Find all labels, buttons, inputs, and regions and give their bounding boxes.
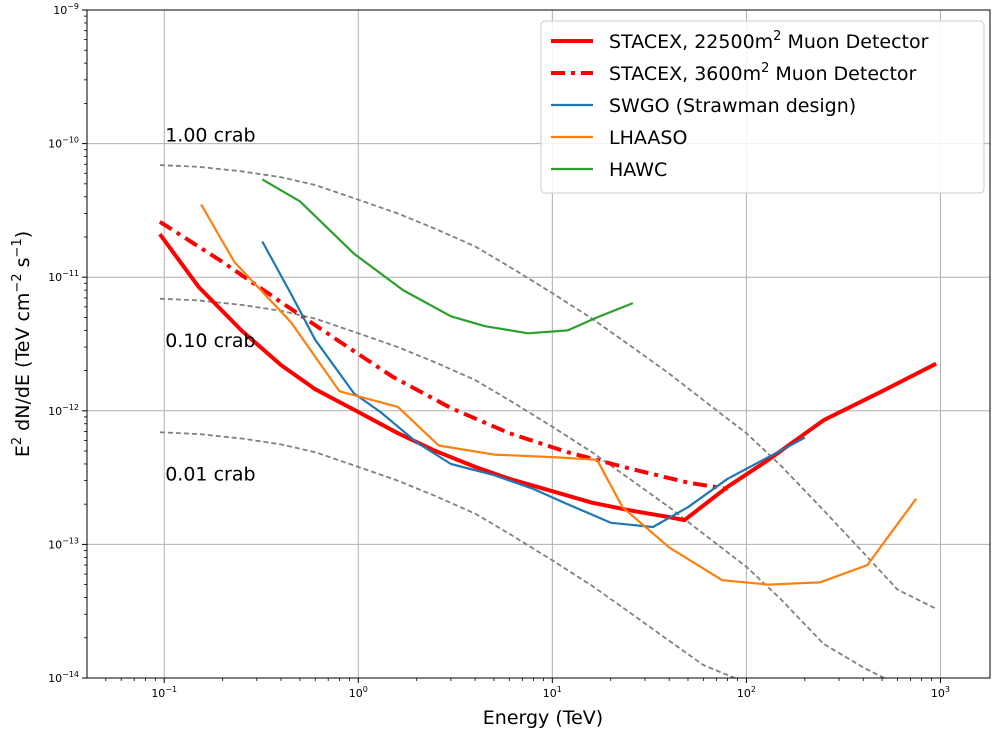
x-axis-title: Energy (TeV) [483,707,603,729]
y-tick-label: 10−14 [48,670,79,685]
x-tick-label: 100 [349,685,368,700]
crab-curve [159,297,887,678]
legend-label-stacex-22500: STACEX, 22500m2 Muon Detector [609,29,929,53]
y-tick-label: 10−9 [53,2,79,17]
legend-label-swgo: SWGO (Strawman design) [609,95,856,117]
legend: STACEX, 22500m2 Muon Detector STACEX, 360… [540,20,985,194]
x-tick-label: 103 [931,685,950,700]
axis-ticks: 10−1 100 101 102 103 10−14 10−13 10−12 10−11 10−1… [48,2,950,700]
x-tick-label: 101 [543,685,562,700]
crab-curve-label: 0.10 crab [165,330,255,352]
y-tick-label: 10−13 [48,536,79,551]
series-line-stacex-3600 [158,220,728,491]
y-tick-label: 10−10 [48,136,79,151]
y-tick-label: 10−11 [48,269,79,284]
x-tick-label: 102 [737,685,756,700]
series-line-swgo [261,240,806,529]
legend-label-stacex-3600: STACEX, 3600m2 Muon Detector [609,61,917,85]
crab-labels: 1.00 crab 0.10 crab 0.01 crab [165,125,255,486]
x-tick-label: 10−1 [151,685,177,700]
crab-curve [159,431,738,678]
y-axis-title: E2 dN/dE (TeV cm−2 s−1) [10,231,34,457]
crab-curve-label: 1.00 crab [165,125,255,147]
crab-reference-curves [159,164,937,678]
legend-label-lhaaso: LHAASO [609,127,687,149]
data-series [158,178,938,586]
legend-box [540,20,985,194]
plot-frame [86,9,991,679]
crab-curve-label: 0.01 crab [165,464,255,486]
crab-curve [159,164,937,610]
series-line-stacex-22500 [158,233,938,523]
legend-label-hawc: HAWC [609,159,667,181]
series-line-hawc [261,178,634,335]
y-tick-label: 10−12 [48,403,79,418]
series-line-lhaaso [200,203,918,586]
